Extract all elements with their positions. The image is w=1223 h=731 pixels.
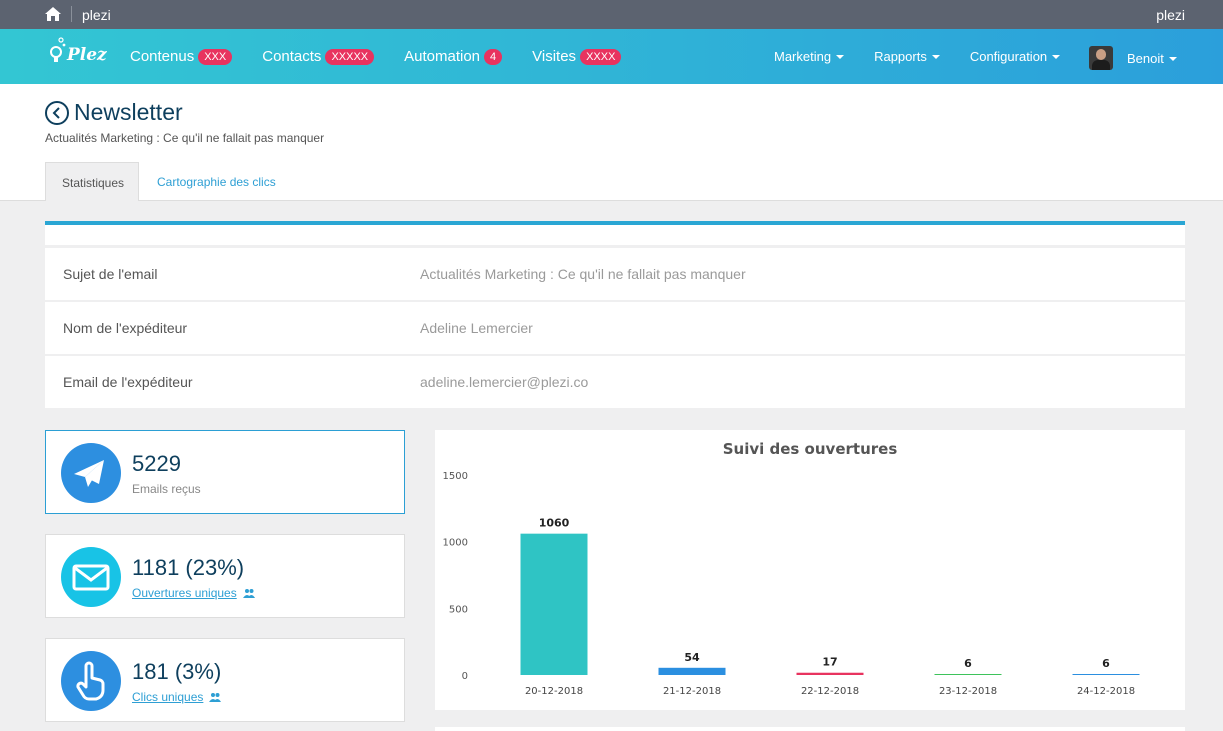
- top-bar: plezi plezi: [0, 0, 1223, 29]
- x-tick-label: 22-12-2018: [801, 686, 859, 697]
- logo-text: Plezi: [66, 45, 107, 65]
- stat-card-unique-opens: 1181 (23%) Ouvertures uniques: [45, 534, 405, 618]
- menu-configuration[interactable]: Configuration: [969, 49, 1061, 64]
- home-icon[interactable]: [45, 7, 61, 21]
- caret-down-icon: [836, 55, 845, 59]
- unique-clicks-link[interactable]: Clics uniques: [132, 690, 222, 704]
- info-row-sender-email: Email de l'expéditeur adeline.lemercier@…: [45, 356, 1185, 408]
- menu-label: Configuration: [969, 49, 1048, 64]
- bar-data-label: 6: [964, 657, 972, 670]
- bar-data-label: 1060: [539, 517, 570, 530]
- accent-bar: [45, 221, 1185, 225]
- avatar: [1089, 46, 1113, 70]
- bar: [796, 672, 864, 675]
- stat-card-emails-received[interactable]: 5229 Emails reçus: [45, 430, 405, 514]
- x-tick-label: 20-12-2018: [525, 686, 583, 697]
- menu-label: Marketing: [774, 49, 832, 64]
- hand-pointer-icon: [61, 651, 121, 711]
- menu-label: Rapports: [874, 49, 927, 64]
- nav-label: Contenus: [130, 48, 195, 65]
- topbar-divider: [71, 6, 72, 22]
- panel-spacer: [45, 225, 1185, 245]
- unique-opens-link[interactable]: Ouvertures uniques: [132, 586, 255, 600]
- tab-cartographie[interactable]: Cartographie des clics: [157, 175, 276, 189]
- user-name: Benoit: [1127, 50, 1164, 66]
- info-value: adeline.lemercier@plezi.co: [420, 374, 589, 390]
- nav-contacts[interactable]: Contacts XXXXX: [262, 48, 375, 65]
- nav-badge: XXXXX: [325, 48, 375, 65]
- next-panel-edge: [435, 727, 1185, 731]
- page-subtitle: Actualités Marketing : Ce qu'il ne falla…: [45, 131, 325, 145]
- opens-bar-chart: 0 500 1000 1500 1060 20-12-2018 54 21-12-2018 17…: [443, 471, 1140, 697]
- menu-rapports[interactable]: Rapports: [874, 49, 940, 64]
- info-value: Actualités Marketing : Ce qu'il ne falla…: [420, 266, 746, 282]
- page-header: Newsletter Actualités Marketing : Ce qu'…: [0, 84, 1223, 201]
- y-tick-label: 0: [462, 671, 468, 682]
- bar: [1072, 674, 1140, 675]
- chart-title: Suivi des ouvertures: [722, 440, 898, 458]
- user-menu[interactable]: Benoit: [1089, 46, 1177, 70]
- main-navbar: Plezi Contenus XXX Contacts XXXXX Automa…: [0, 29, 1223, 84]
- stat-value: 1181 (23%): [132, 555, 245, 580]
- menu-marketing[interactable]: Marketing: [774, 49, 845, 64]
- stat-card-unique-clicks: 181 (3%) Clics uniques: [45, 638, 405, 722]
- x-tick-label: 24-12-2018: [1077, 686, 1135, 697]
- users-icon: [209, 693, 222, 702]
- nav-automation[interactable]: Automation 4: [404, 48, 503, 65]
- page-title: Newsletter: [74, 99, 183, 125]
- info-label: Nom de l'expéditeur: [63, 320, 188, 336]
- bar: [658, 667, 726, 675]
- chevron-left-icon: [52, 107, 60, 119]
- y-tick-label: 1500: [443, 471, 468, 482]
- back-button[interactable]: [45, 101, 69, 125]
- nav-badge: XXX: [198, 48, 233, 65]
- stat-link-label: Ouvertures uniques: [132, 586, 237, 600]
- users-icon: [242, 589, 255, 598]
- stat-label: Emails reçus: [132, 482, 201, 496]
- envelope-icon: [61, 547, 121, 607]
- nav-label: Automation: [404, 48, 481, 65]
- nav-badge: XXXX: [580, 48, 622, 65]
- nav-contenus[interactable]: Contenus XXX: [130, 48, 233, 65]
- topbar-title[interactable]: plezi: [82, 7, 111, 23]
- nav-badge: 4: [484, 48, 503, 65]
- stat-value: 181 (3%): [132, 659, 222, 684]
- bar: [934, 674, 1002, 675]
- caret-down-icon: [1168, 56, 1177, 61]
- stat-link-label: Clics uniques: [132, 690, 204, 704]
- plezi-logo[interactable]: Plezi: [47, 32, 107, 72]
- info-row-sender-name: Nom de l'expéditeur Adeline Lemercier: [45, 302, 1185, 354]
- y-tick-label: 1000: [443, 538, 468, 549]
- bar-data-label: 6: [1102, 657, 1110, 670]
- x-tick-label: 23-12-2018: [939, 686, 997, 697]
- topbar-account-name[interactable]: plezi: [1156, 7, 1185, 23]
- caret-down-icon: [931, 55, 940, 59]
- y-tick-label: 500: [449, 604, 468, 615]
- nav-visites[interactable]: Visites XXXX: [532, 48, 622, 65]
- info-row-subject: Sujet de l'email Actualités Marketing : …: [45, 248, 1185, 300]
- bar-data-label: 17: [822, 656, 837, 669]
- bar-data-label: 54: [684, 651, 700, 664]
- stat-value: 5229: [132, 451, 181, 476]
- info-label: Sujet de l'email: [63, 266, 158, 282]
- tab-statistiques[interactable]: Statistiques: [45, 162, 139, 201]
- info-value: Adeline Lemercier: [420, 320, 533, 336]
- nav-label: Contacts: [262, 48, 322, 65]
- nav-label: Visites: [532, 48, 577, 65]
- x-tick-label: 21-12-2018: [663, 686, 721, 697]
- bar: [520, 533, 588, 675]
- caret-down-icon: [1052, 55, 1061, 59]
- opens-chart-panel: 0 500 1000 1500 1060 20-12-2018 54 21-12-2018 17…: [435, 430, 1185, 710]
- info-label: Email de l'expéditeur: [63, 374, 193, 390]
- paper-plane-icon: [61, 443, 121, 503]
